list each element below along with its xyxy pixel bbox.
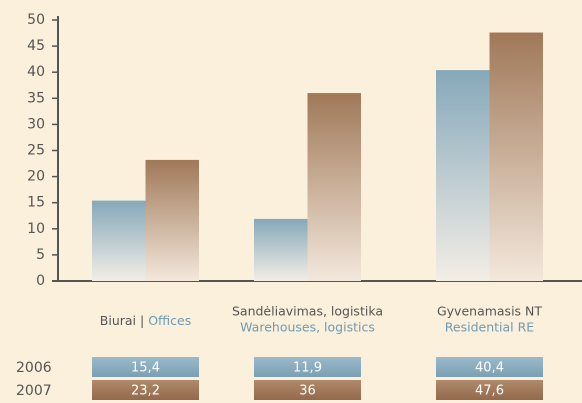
y-tick-label: 10 — [27, 221, 45, 237]
y-tick-label: 0 — [36, 273, 45, 289]
bar — [254, 218, 308, 281]
category: Biurai — [100, 313, 136, 328]
y-tick-label: 50 — [27, 12, 45, 28]
x-tick-label: Gyvenamasis NT — [437, 304, 542, 319]
value-label: 40,4 — [475, 361, 504, 376]
x-tick-label: Biurai | Offices — [100, 313, 191, 328]
x-tick-translation: Warehouses, logistics — [240, 320, 375, 335]
bar — [489, 32, 543, 281]
value-label: 15,4 — [131, 361, 160, 376]
y-tick-label: 5 — [36, 247, 45, 263]
y-tick-label: 45 — [27, 38, 45, 54]
table-cell — [92, 380, 199, 400]
y-tick-label: 25 — [27, 143, 45, 159]
value-label: 23,2 — [131, 384, 160, 399]
value-label: 11,9 — [293, 361, 322, 376]
bar — [145, 159, 199, 281]
table-cell — [436, 357, 543, 377]
x-tick-label: Sandėliavimas, logistika — [232, 304, 383, 319]
value-label: 36 — [299, 384, 316, 399]
y-tick-label: 35 — [27, 90, 45, 106]
y-tick-label: 30 — [27, 116, 45, 132]
table-cell — [436, 380, 543, 400]
legend-label: 2007 — [16, 383, 52, 399]
y-tick-label: 40 — [27, 64, 45, 80]
table-cell — [254, 357, 361, 377]
value-label: 47,6 — [475, 384, 504, 399]
category-translation: Offices — [148, 313, 191, 328]
bar — [436, 70, 490, 281]
separator: | — [136, 313, 148, 328]
bar — [307, 93, 361, 281]
bar — [92, 200, 146, 281]
legend-label: 2006 — [16, 360, 52, 376]
y-tick-label: 20 — [27, 169, 45, 185]
table-cell — [254, 380, 361, 400]
x-tick-translation: Residential RE — [445, 320, 535, 335]
y-tick-label: 15 — [27, 195, 45, 211]
table-cell — [92, 357, 199, 377]
